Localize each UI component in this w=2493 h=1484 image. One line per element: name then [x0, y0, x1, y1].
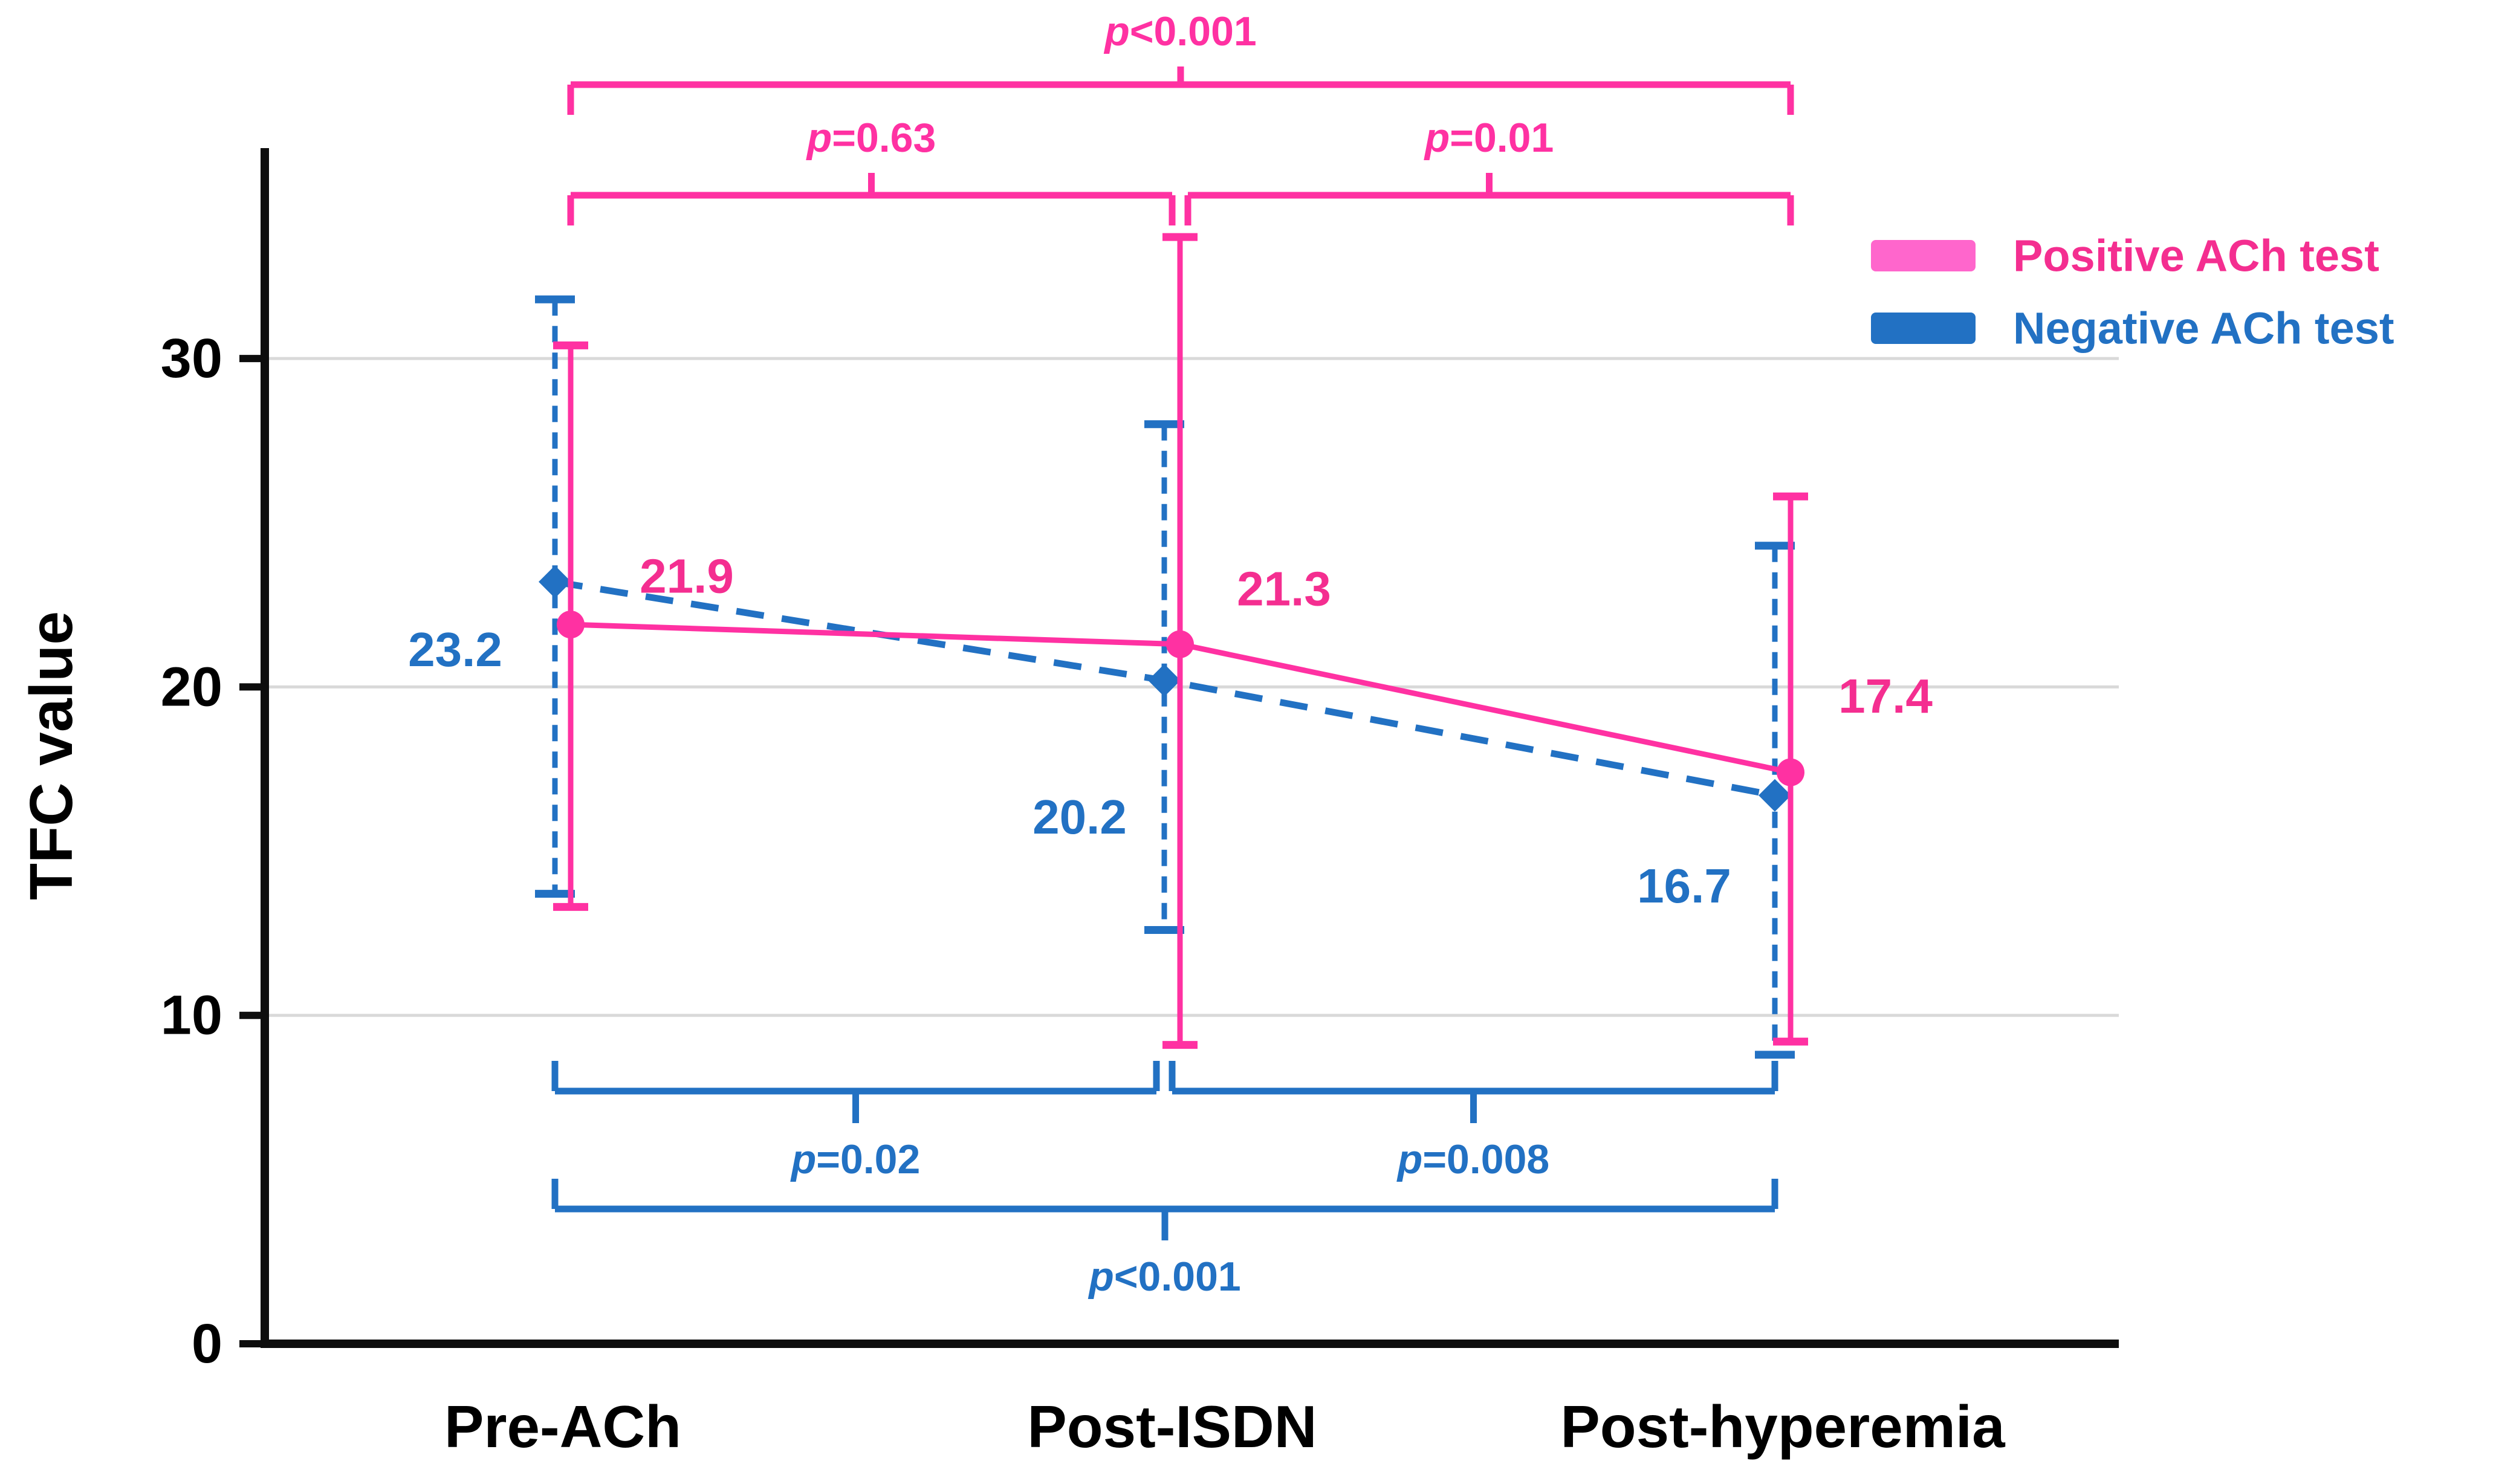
p-value-label: p=0.01	[1424, 115, 1554, 161]
x-axis-category-labels: Pre-ACh Post-ISDN Post-hyperemia	[444, 1393, 2006, 1460]
legend-item-1: Negative ACh test	[1871, 303, 2394, 354]
y-axis-title-text: TFC value	[18, 611, 85, 900]
legend-label-1: Negative ACh test	[2013, 303, 2394, 354]
marker-diamond-2	[1759, 779, 1791, 812]
marker-circle-2	[1777, 758, 1804, 786]
marker-circle-1	[1166, 630, 1194, 658]
data-series	[535, 233, 1808, 1059]
marker-circle-0	[557, 611, 585, 639]
bracket-p0.001-2: p<0.001	[551, 1179, 1778, 1300]
bracket-p0.01-2: p=0.01	[1184, 115, 1794, 225]
series-positive	[553, 233, 1808, 1049]
legend-swatch-1	[1871, 313, 1976, 344]
y-tick-label-0: 0	[192, 1313, 222, 1375]
legend-label-0: Positive ACh test	[2013, 231, 2379, 281]
bracket-p0.008-1: p=0.008	[1169, 1061, 1778, 1182]
marker-diamond-0	[539, 565, 571, 598]
y-axis-title: TFC value	[18, 611, 85, 900]
x-category-label-1: Post-ISDN	[1027, 1393, 1317, 1460]
value-label-17.4: 17.4	[1838, 669, 1933, 723]
bracket-p0.02-0: p=0.02	[551, 1061, 1160, 1182]
p-value-label: p<0.001	[1088, 1254, 1240, 1300]
bracket-p0.63-1: p=0.63	[567, 115, 1176, 225]
bracket-p0.001-0: p<0.001	[567, 8, 1794, 115]
legend-item-0: Positive ACh test	[1871, 231, 2379, 281]
p-value-label: p=0.63	[806, 115, 936, 161]
p-value-label: p=0.02	[790, 1136, 921, 1182]
value-label-16.7: 16.7	[1637, 859, 1731, 913]
x-category-label-2: Post-hyperemia	[1560, 1393, 2006, 1460]
series-negative	[535, 295, 1795, 1059]
marker-diamond-1	[1148, 664, 1181, 697]
pvalue-brackets-negative: p=0.02 p=0.008 p<0.001	[551, 1061, 1778, 1300]
y-tick-label-10: 10	[161, 985, 222, 1046]
value-label-23.2: 23.2	[408, 623, 502, 676]
x-category-label-0: Pre-ACh	[444, 1393, 681, 1460]
value-label-20.2: 20.2	[1033, 790, 1127, 844]
legend: Positive ACh test Negative ACh test	[1871, 231, 2394, 354]
p-value-label: p=0.008	[1396, 1136, 1549, 1182]
y-tick-label-30: 30	[161, 328, 222, 389]
value-label-21.9: 21.9	[640, 549, 734, 603]
y-tick-label-20: 20	[161, 656, 222, 718]
axes	[239, 148, 2119, 1348]
p-value-label: p<0.001	[1103, 8, 1256, 54]
y-axis-tick-labels: 0 10 20 30	[161, 328, 222, 1375]
value-label-21.3: 21.3	[1237, 562, 1331, 615]
legend-swatch-0	[1871, 240, 1976, 271]
pvalue-brackets-positive: p<0.001 p=0.63 p=0.01	[567, 8, 1794, 225]
value-labels: 23.2 20.2 16.7 21.9 21.3 17.4	[408, 549, 1933, 913]
